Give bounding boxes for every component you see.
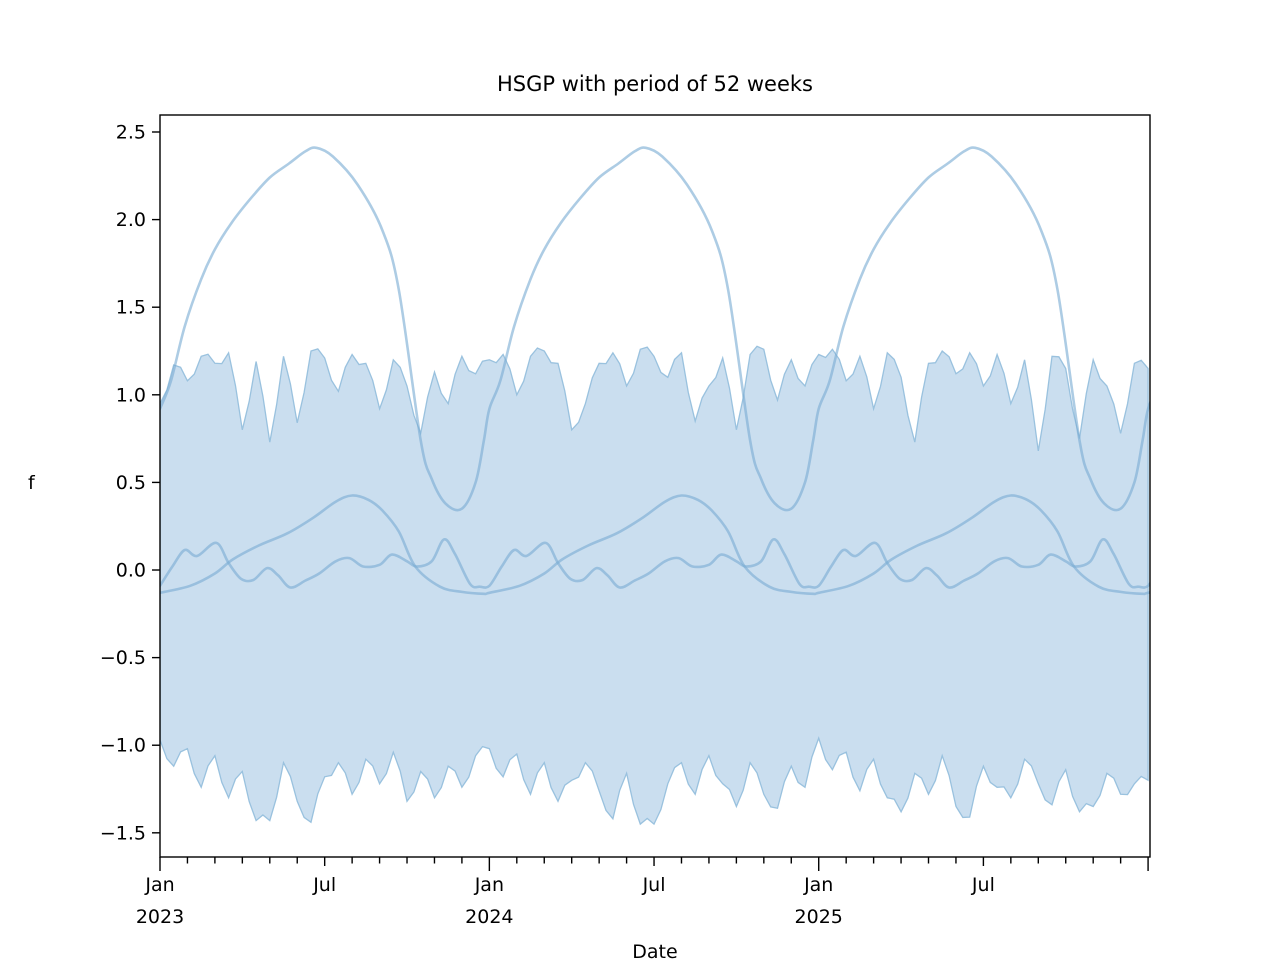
y-tick-label: −1.0 <box>100 735 146 757</box>
hdi-band <box>160 345 1149 826</box>
y-tick-label: 2.0 <box>116 209 146 231</box>
x-tick-label: Jul <box>971 874 995 896</box>
x-tick-label: Jan <box>144 874 174 896</box>
y-tick-label: 1.5 <box>116 297 146 319</box>
y-tick-label: 1.0 <box>116 384 146 406</box>
y-tick-label: 2.5 <box>116 121 146 143</box>
x-tick-year-label: 2023 <box>136 906 184 928</box>
x-axis-label: Date <box>632 941 678 960</box>
x-tick-label: Jan <box>474 874 504 896</box>
y-tick-label: −1.5 <box>100 822 146 844</box>
x-tick-year-label: 2025 <box>795 906 843 928</box>
x-tick-label: Jul <box>642 874 666 896</box>
sample-wiggly-line <box>160 538 1150 589</box>
y-tick-label: 0.5 <box>116 472 146 494</box>
y-tick-label: 0.0 <box>116 560 146 582</box>
x-tick-label: Jan <box>803 874 833 896</box>
x-tick-label: Jul <box>312 874 336 896</box>
sample-large-line <box>160 146 1150 512</box>
y-tick-label: −0.5 <box>100 647 146 669</box>
axes-frame <box>159 114 1151 858</box>
chart-title: HSGP with period of 52 weeks <box>497 72 813 96</box>
sample-medium-line <box>160 494 1150 596</box>
x-tick-year-label: 2024 <box>465 906 513 928</box>
y-axis-label: f <box>28 472 35 494</box>
